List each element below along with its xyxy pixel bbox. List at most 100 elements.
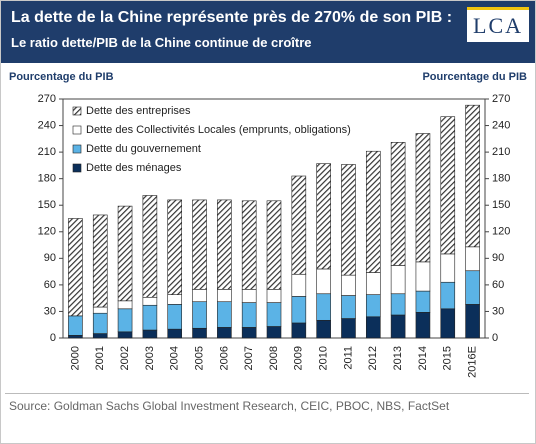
bar-segment	[167, 328, 183, 339]
x-tick-label: 2016E	[466, 346, 478, 378]
bar-segment	[341, 318, 356, 339]
y2-tick-label: 120	[492, 226, 510, 238]
bar-segment	[192, 301, 207, 329]
y2-tick-label: 240	[492, 119, 510, 131]
bar-segment	[440, 253, 456, 283]
bar-segment	[241, 200, 257, 290]
bar-segment	[117, 331, 133, 339]
bar-segment	[390, 142, 406, 266]
x-tick-label: 2011	[342, 346, 354, 370]
bar-segment	[192, 199, 207, 290]
bar-segment	[316, 319, 331, 339]
divider	[5, 393, 529, 394]
bar-segment	[316, 293, 331, 321]
y-tick-label: 120	[38, 226, 56, 238]
bar-segment	[390, 265, 406, 295]
bar-segment	[142, 304, 158, 331]
bar-segment	[465, 304, 480, 339]
bar-segment	[365, 316, 381, 339]
y-tick-label: 270	[38, 93, 56, 105]
bar-segment	[117, 205, 133, 302]
bar-segment	[192, 289, 207, 303]
title: La dette de la Chine représente près de …	[11, 9, 453, 26]
bar-segment	[316, 268, 331, 295]
x-tick-label: 2014	[417, 346, 429, 370]
bar-segment	[217, 327, 232, 339]
bar-segment	[192, 327, 207, 339]
legend-swatch	[72, 163, 82, 173]
bar-segment	[266, 302, 282, 327]
bar-segment	[440, 308, 456, 339]
bar-segment	[341, 295, 356, 319]
x-tick-label: 2015	[442, 346, 454, 370]
bar-segment	[440, 281, 456, 310]
bar-segment	[241, 289, 257, 303]
y-tick-label: 30	[44, 305, 56, 317]
x-tick-label: 2012	[367, 346, 379, 370]
bar-segment	[68, 335, 83, 339]
bar-segment	[167, 294, 183, 305]
y2-tick-label: 0	[492, 332, 498, 344]
x-tick-label: 2010	[318, 346, 330, 370]
bar-segment	[217, 199, 232, 290]
y-tick-label: 0	[50, 332, 56, 344]
bar-segment	[167, 304, 183, 330]
legend-label: Dette des entreprises	[86, 105, 191, 117]
subtitle: Le ratio dette/PIB de la Chine continue …	[11, 35, 312, 50]
chart: Pourcentage du PIB Pourcentage du PIB 0 0…	[9, 71, 527, 378]
y2-tick-label: 150	[492, 199, 510, 211]
x-tick-label: 2006	[218, 346, 230, 370]
bar-segment	[68, 315, 83, 336]
bar-segment	[241, 327, 257, 339]
y2-tick-label: 210	[492, 146, 510, 158]
y-tick-label: 90	[44, 252, 56, 264]
bar-segment	[341, 164, 356, 276]
bar-segment	[92, 333, 108, 339]
legend-label: Dette du gouvernement	[86, 143, 201, 155]
bar-segment	[92, 312, 108, 334]
bar-segment	[266, 289, 282, 303]
legend-swatch	[72, 125, 82, 135]
bar-segment	[92, 214, 108, 308]
bar-segment	[142, 195, 158, 298]
x-tick-label: 2009	[293, 346, 305, 370]
legend-label: Dette des ménages	[86, 162, 182, 174]
bar-segment	[465, 246, 480, 272]
bar-segment	[465, 270, 480, 305]
bar-segment	[465, 104, 480, 248]
bar-segment	[142, 296, 158, 306]
bar-segment	[415, 312, 431, 339]
bar-segment	[291, 296, 307, 324]
logo: LCA	[467, 7, 529, 42]
bar-segment	[117, 300, 133, 310]
source: Source: Goldman Sachs Global Investment …	[9, 399, 450, 413]
x-tick-label: 2004	[169, 346, 181, 370]
bar-segment	[415, 261, 431, 292]
bar-segment	[217, 301, 232, 328]
y2-tick-label: 180	[492, 173, 510, 185]
bar-segment	[316, 163, 331, 270]
y2-tick-label: 60	[492, 279, 504, 291]
x-tick-label: 2008	[268, 346, 280, 370]
y-tick-label: 180	[38, 173, 56, 185]
legend-swatch	[72, 106, 82, 116]
x-tick-label: 2005	[193, 346, 205, 370]
y2-tick-label: 30	[492, 305, 504, 317]
bar-segment	[365, 272, 381, 295]
bar-segment	[291, 322, 307, 339]
bar-segment	[217, 289, 232, 303]
x-tick-label: 2001	[94, 346, 106, 370]
bar-segment	[142, 329, 158, 339]
bar-segment	[341, 274, 356, 296]
bar-segment	[266, 200, 282, 290]
x-tick-label: 2002	[119, 346, 131, 370]
bar-segment	[291, 273, 307, 297]
y2-axis-label: Pourcentage du PIB	[422, 71, 527, 83]
x-tick-label: 2000	[69, 346, 81, 370]
y-tick-label: 240	[38, 119, 56, 131]
bar-segment	[167, 199, 183, 295]
bar-segment	[440, 116, 456, 255]
x-tick-label: 2013	[392, 346, 404, 370]
y-tick-label: 60	[44, 279, 56, 291]
